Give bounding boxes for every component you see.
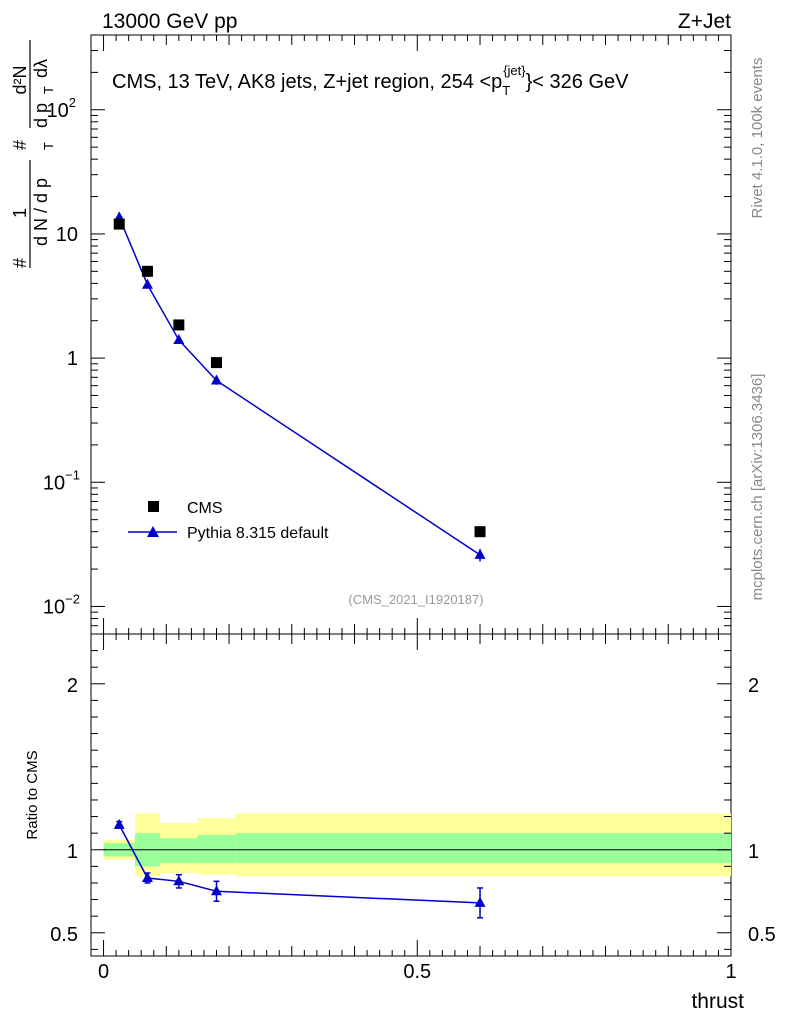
main-y-axis-label: # 1 d N / d p T # d²N d p T dλ: [10, 40, 56, 268]
main-y-tick-label-4: 102: [47, 95, 76, 122]
svg-text:T: T: [41, 86, 56, 94]
header-right: Z+Jet: [678, 10, 731, 33]
analysis-watermark: (CMS_2021_I1920187): [348, 592, 483, 607]
ratio-y-tick-label-right-0: 0.5: [748, 924, 776, 946]
svg-text:#: #: [10, 140, 30, 150]
ratio-y-tick-label-left-2: 2: [67, 675, 78, 697]
x-axis-label: thrust: [691, 990, 744, 1013]
x-tick-label-0: 0: [98, 961, 109, 983]
ratio-y-tick-label-right-1: 1: [748, 841, 759, 863]
cms-point: [210, 357, 222, 369]
ratio-y-tick-label-right-2: 2: [748, 675, 759, 697]
legend-marker-cms: [148, 501, 159, 512]
ratio-y-tick-label-left-0: 0.5: [50, 924, 78, 946]
svg-text:d N / d p: d N / d p: [31, 178, 51, 246]
side-text-rivet: Rivet 4.1.0, 100k events: [749, 58, 766, 219]
band-inner-4: [235, 833, 731, 864]
mc-point: [474, 548, 486, 559]
cms-point: [113, 218, 125, 230]
svg-text:1: 1: [10, 208, 30, 218]
main-y-tick-label-2: 1: [67, 348, 78, 370]
header-left: 13000 GeV pp: [102, 10, 237, 33]
ratio-mc-point: [210, 885, 222, 896]
mc-point: [141, 278, 153, 289]
ratio-y-tick-label-left-1: 1: [67, 841, 78, 863]
ratio-panel-frame: [90, 633, 732, 957]
cms-point: [173, 319, 185, 331]
band-inner-3: [197, 834, 236, 864]
chart-title-sup: {jet}: [503, 63, 526, 78]
main-y-tick-label-3: 10: [56, 224, 78, 246]
x-tick-label-2: 1: [725, 961, 736, 983]
legend: CMS Pythia 8.315 default: [128, 500, 329, 542]
svg-text:d p: d p: [31, 103, 51, 128]
chart-title: CMS, 13 TeV, AK8 jets, Z+jet region, 254…: [112, 63, 629, 98]
band-inner-2: [160, 838, 198, 864]
cms-point: [141, 265, 153, 277]
mc-point: [210, 374, 222, 385]
x-tick-label-1: 0.5: [403, 961, 431, 983]
svg-text:dλ: dλ: [31, 59, 51, 78]
main-y-tick-label-0: 10−2: [43, 591, 80, 618]
main-panel-frame: [90, 34, 732, 635]
legend-marker-mc: [147, 526, 159, 537]
ratio-y-axis-label: Ratio to CMS: [24, 750, 41, 839]
svg-text:T: T: [41, 142, 56, 150]
ratio-mc-point: [173, 875, 185, 886]
ratio-mc-point: [474, 896, 486, 907]
svg-text:d²N: d²N: [10, 65, 30, 94]
legend-label-cms: CMS: [187, 500, 223, 517]
mc-point: [173, 333, 185, 344]
ratio-mc-point: [141, 871, 153, 882]
side-text-mcplots: mcplots.cern.ch [arXiv:1306.3436]: [749, 374, 766, 601]
chart-title-sub: T: [502, 83, 510, 98]
cms-point: [474, 526, 486, 538]
svg-text:#: #: [10, 258, 30, 268]
mc-line: [118, 217, 481, 556]
legend-label-mc: Pythia 8.315 default: [187, 525, 329, 542]
ratio-mc-point: [113, 818, 125, 829]
main-y-tick-label-1: 10−1: [43, 467, 80, 494]
